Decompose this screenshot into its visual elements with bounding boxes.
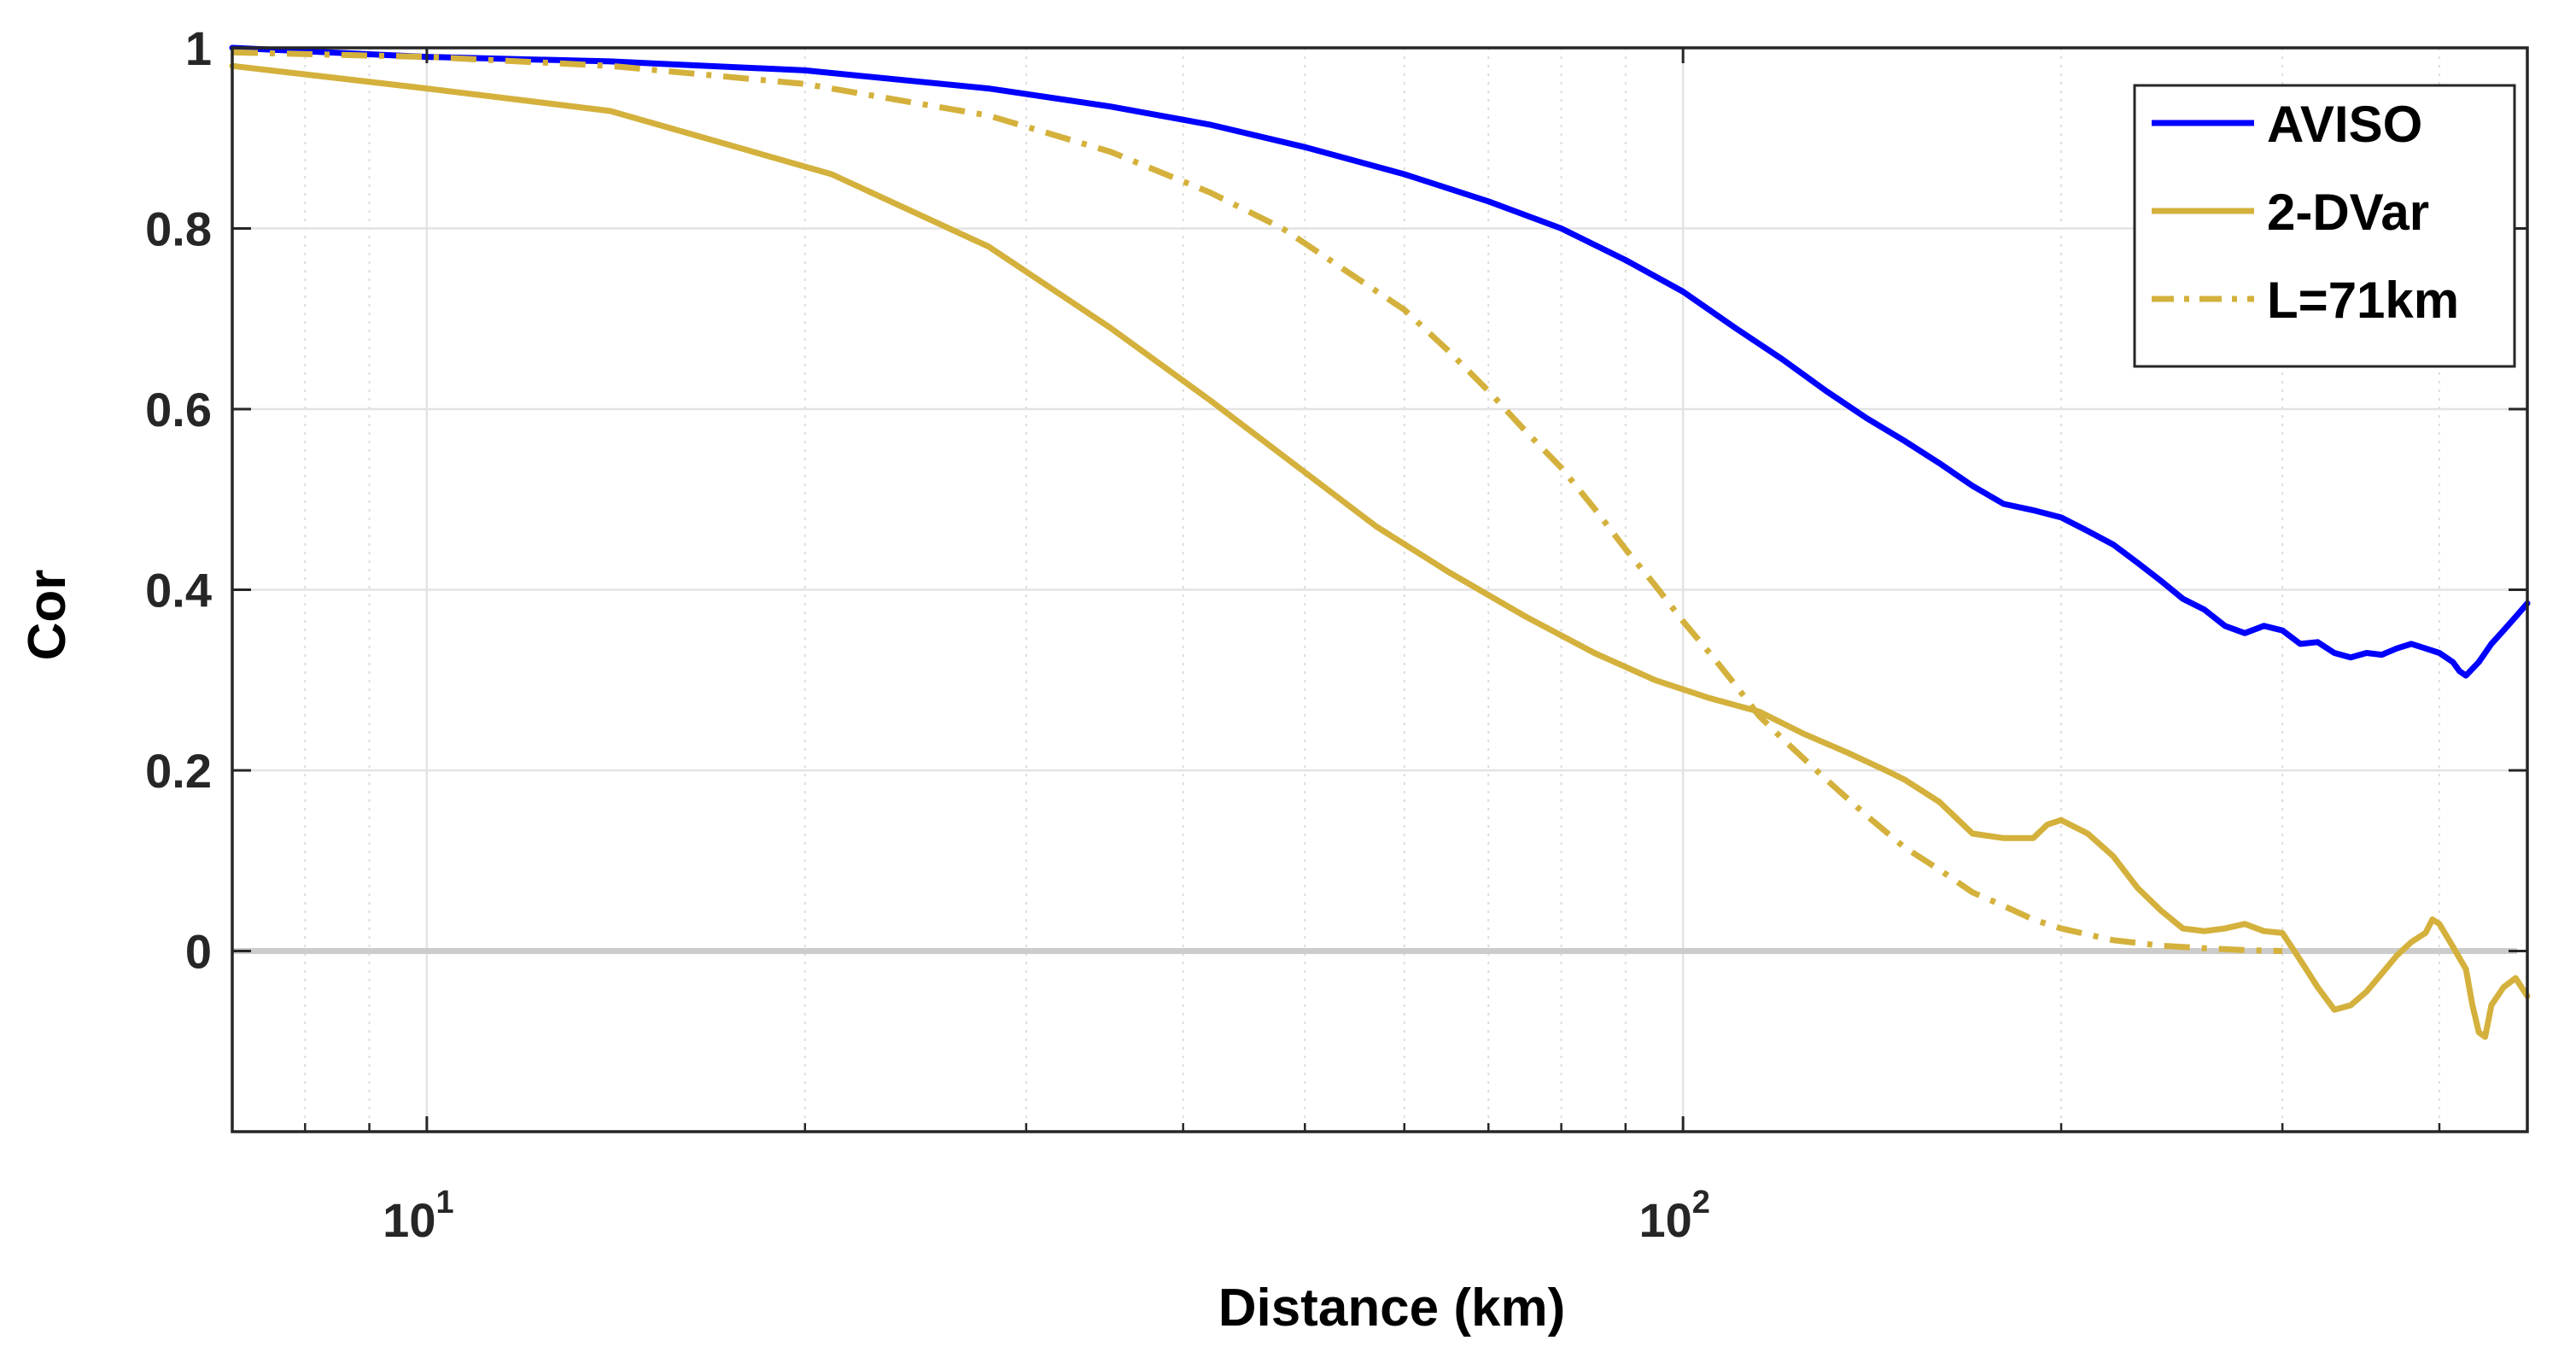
x-tick-label: 101 <box>383 1185 453 1247</box>
series-line-l-71km <box>231 49 2283 954</box>
y-tick-label: 1 <box>185 21 212 75</box>
series-line-2-dvar <box>229 62 2531 1040</box>
x-axis-label: Distance (km) <box>1218 1279 1566 1338</box>
y-tick-labels: 0 0.2 0.4 0.6 0.8 1 <box>145 21 212 979</box>
y-tick-label: 0.4 <box>145 564 212 618</box>
series-lines <box>229 44 2531 1040</box>
x-tick-label: 102 <box>1638 1185 1709 1247</box>
legend-box <box>2133 84 2516 368</box>
series-line-aviso <box>229 44 2531 679</box>
y-axis-label: Cor <box>18 570 77 661</box>
x-tick-labels: 101 102 <box>383 1185 1710 1247</box>
legend: AVISO 2-DVar L=71km <box>2133 84 2516 368</box>
legend-label: AVISO <box>2267 96 2422 153</box>
y-tick-label: 0.8 <box>145 202 212 256</box>
y-tick-label: 0.2 <box>145 744 212 798</box>
y-tick-label: 0 <box>185 925 212 979</box>
legend-label: L=71km <box>2267 272 2459 329</box>
legend-label: 2-DVar <box>2267 184 2429 241</box>
y-tick-label: 0.6 <box>145 383 212 436</box>
axis-ticks <box>231 46 2527 1132</box>
